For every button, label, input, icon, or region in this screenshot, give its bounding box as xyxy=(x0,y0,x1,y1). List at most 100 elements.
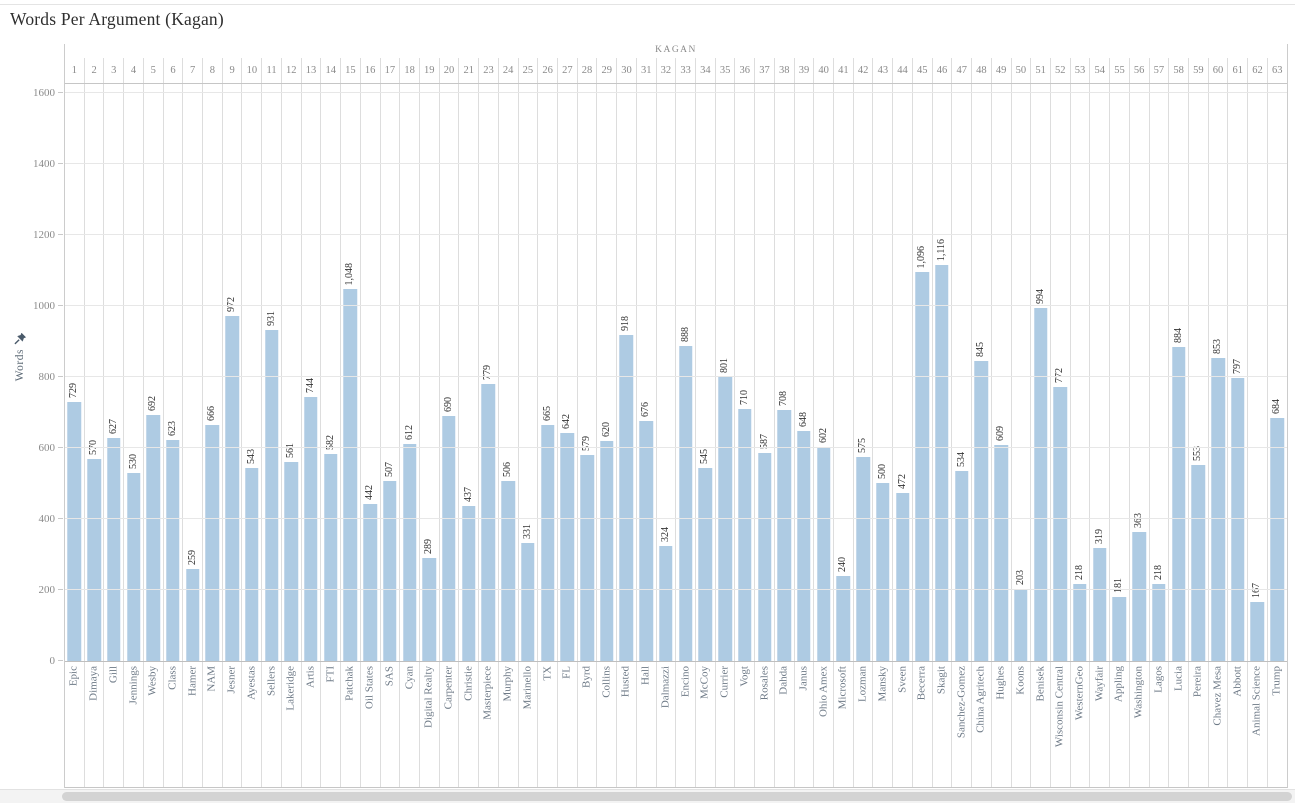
category-label[interactable]: China Agritech xyxy=(974,666,987,733)
bar[interactable] xyxy=(797,431,811,661)
column-number[interactable]: 48 xyxy=(972,58,992,83)
category-label[interactable]: Ayestas xyxy=(245,666,258,700)
column-number[interactable]: 38 xyxy=(775,58,795,83)
column-number[interactable]: 40 xyxy=(814,58,835,83)
category-label[interactable]: Christie xyxy=(462,666,475,701)
column-number[interactable]: 28 xyxy=(578,58,598,83)
category-label[interactable]: Murphy xyxy=(501,666,514,702)
bar[interactable] xyxy=(678,346,693,661)
category-label[interactable]: Marinello xyxy=(521,666,534,710)
column-number[interactable]: 1 xyxy=(65,58,85,83)
category-label[interactable]: Carpenter xyxy=(442,666,455,710)
category-label[interactable]: Hall xyxy=(639,666,652,685)
column-number[interactable]: 8 xyxy=(203,58,223,83)
category-label[interactable]: Microsoft xyxy=(836,666,849,710)
category-label[interactable]: Hamer xyxy=(186,666,199,696)
column-number[interactable]: 10 xyxy=(242,58,263,83)
bar[interactable] xyxy=(1033,308,1048,661)
category-label[interactable]: Cyan xyxy=(403,666,416,690)
category-label[interactable]: FL xyxy=(560,666,573,679)
category-label[interactable]: NAM xyxy=(205,666,218,692)
bar[interactable] xyxy=(185,569,200,661)
bar[interactable] xyxy=(1270,418,1284,661)
column-number[interactable]: 17 xyxy=(381,58,401,83)
category-label[interactable]: Jennings xyxy=(127,666,140,705)
bar[interactable] xyxy=(738,409,752,661)
bar[interactable] xyxy=(994,445,1008,661)
column-number[interactable]: 27 xyxy=(558,58,578,83)
bar[interactable] xyxy=(836,576,851,661)
category-label[interactable]: Sanchez-Gomez xyxy=(955,666,968,739)
category-label[interactable]: Class xyxy=(166,666,179,690)
bar[interactable] xyxy=(67,402,82,661)
column-number[interactable]: 42 xyxy=(854,58,874,83)
column-number[interactable]: 54 xyxy=(1090,58,1111,83)
column-number[interactable]: 26 xyxy=(538,58,558,83)
column-number[interactable]: 35 xyxy=(716,58,736,83)
bar[interactable] xyxy=(442,416,456,661)
column-number[interactable]: 45 xyxy=(913,58,933,83)
bar[interactable] xyxy=(1250,602,1265,661)
category-label[interactable]: Dahda xyxy=(777,666,790,695)
column-number[interactable]: 14 xyxy=(321,58,342,83)
column-number[interactable]: 24 xyxy=(499,58,519,83)
bar[interactable] xyxy=(777,410,791,661)
bar[interactable] xyxy=(1132,532,1146,661)
bar[interactable] xyxy=(126,473,141,661)
category-label[interactable]: Wayfair xyxy=(1093,666,1106,702)
category-label[interactable]: Appling xyxy=(1112,666,1125,703)
bar[interactable] xyxy=(698,468,713,661)
column-number[interactable]: 7 xyxy=(183,58,204,83)
category-label[interactable]: Wisconsin Central xyxy=(1053,666,1066,748)
column-number[interactable]: 44 xyxy=(893,58,913,83)
category-label[interactable]: Patchak xyxy=(343,666,356,701)
category-label[interactable]: Oil States xyxy=(363,666,376,710)
bar[interactable] xyxy=(363,504,377,661)
category-label[interactable]: Lucia xyxy=(1172,666,1185,692)
category-label[interactable]: Vogt xyxy=(738,666,751,687)
category-label[interactable]: Encino xyxy=(679,666,692,698)
column-number[interactable]: 61 xyxy=(1228,58,1249,83)
column-number[interactable]: 39 xyxy=(795,58,815,83)
bar[interactable] xyxy=(816,447,831,661)
category-label[interactable]: Byrd xyxy=(580,666,593,688)
column-number[interactable]: 56 xyxy=(1130,58,1150,83)
column-number[interactable]: 13 xyxy=(302,58,322,83)
bar[interactable] xyxy=(166,440,180,661)
bar[interactable] xyxy=(146,415,160,661)
bar[interactable] xyxy=(1014,589,1028,661)
column-number[interactable]: 32 xyxy=(657,58,677,83)
column-number[interactable]: 4 xyxy=(124,58,144,83)
bar[interactable] xyxy=(600,441,614,661)
column-number[interactable]: 53 xyxy=(1071,58,1091,83)
category-label[interactable]: Epic xyxy=(67,666,80,687)
column-number[interactable]: 49 xyxy=(992,58,1012,83)
bar[interactable] xyxy=(757,453,772,661)
category-label[interactable]: Wesby xyxy=(146,666,159,696)
category-label[interactable]: Digital Realty xyxy=(422,666,435,729)
bar[interactable] xyxy=(1191,465,1206,661)
category-label[interactable]: Jesner xyxy=(225,666,238,694)
column-number[interactable]: 51 xyxy=(1031,58,1051,83)
category-label[interactable]: Hughes xyxy=(994,666,1007,700)
bar[interactable] xyxy=(639,421,653,661)
column-number[interactable]: 55 xyxy=(1110,58,1130,83)
category-label[interactable]: Artis xyxy=(304,666,317,688)
column-number[interactable]: 36 xyxy=(735,58,756,83)
column-number[interactable]: 41 xyxy=(834,58,854,83)
column-number[interactable]: 23 xyxy=(479,58,499,83)
category-label[interactable]: Currier xyxy=(718,666,731,698)
category-label[interactable]: Lozman xyxy=(856,666,869,703)
category-label[interactable]: SAS xyxy=(383,666,396,687)
category-label[interactable]: TX xyxy=(541,666,554,681)
bar[interactable] xyxy=(876,483,890,661)
column-number[interactable]: 58 xyxy=(1169,58,1189,83)
bar[interactable] xyxy=(856,457,870,661)
bar[interactable] xyxy=(1171,347,1186,661)
column-number[interactable]: 63 xyxy=(1271,65,1283,76)
bar[interactable] xyxy=(245,468,259,661)
bar[interactable] xyxy=(402,444,417,661)
category-label[interactable]: Mansky xyxy=(876,666,889,702)
column-number[interactable]: 60 xyxy=(1209,58,1229,83)
category-label[interactable]: Ohio Amex xyxy=(817,666,830,718)
